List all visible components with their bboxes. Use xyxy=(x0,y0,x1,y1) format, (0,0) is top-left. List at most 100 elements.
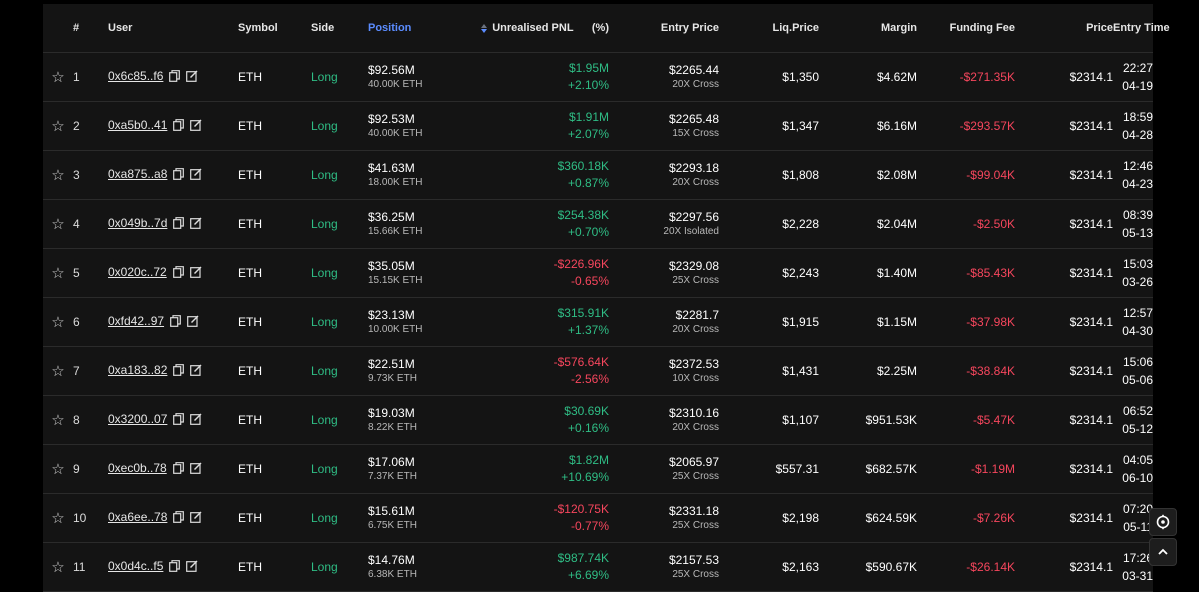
entry-time: 04:05 xyxy=(1122,453,1153,467)
star-icon[interactable]: ☆ xyxy=(51,265,65,282)
settings-button[interactable] xyxy=(1149,508,1177,536)
star-icon[interactable]: ☆ xyxy=(51,216,65,233)
user-address-link[interactable]: 0xfd42..97 xyxy=(108,314,165,329)
edit-icon[interactable] xyxy=(190,511,202,526)
copy-icon[interactable] xyxy=(169,559,181,575)
side-cell: Long xyxy=(311,346,368,396)
edit-icon[interactable] xyxy=(186,560,198,575)
sort-icon[interactable] xyxy=(481,23,488,33)
star-icon[interactable]: ☆ xyxy=(51,559,65,576)
table-row[interactable]: ☆ 9 0xec0b..78 ETH Long $17.06M 7.37K ET… xyxy=(43,444,1153,494)
user-address-link[interactable]: 0xa875..a8 xyxy=(108,167,168,182)
position-value: $92.53M xyxy=(368,112,415,126)
leverage: 20X Isolated xyxy=(663,226,719,237)
edit-icon[interactable] xyxy=(189,462,202,477)
user-address-link[interactable]: 0x3200..07 xyxy=(108,412,168,427)
user-address-link[interactable]: 0xec0b..78 xyxy=(108,461,167,476)
copy-icon[interactable] xyxy=(173,363,185,379)
user-address-link[interactable]: 0xa6ee..78 xyxy=(108,510,168,525)
position-qty: 40.00K ETH xyxy=(368,79,423,90)
pnl-cell: $254.38K +0.70% xyxy=(461,199,621,249)
table-row[interactable]: ☆ 5 0x020c..72 ETH Long $35.05M 15.15K E… xyxy=(43,248,1153,298)
copy-icon[interactable] xyxy=(172,265,184,281)
price-cell: $2314.1 xyxy=(1015,248,1113,298)
price-cell: $2314.1 xyxy=(1015,101,1113,151)
table-header-row: # User Symbol Side Position Unrealised P… xyxy=(43,4,1170,53)
star-icon[interactable]: ☆ xyxy=(51,118,65,135)
symbol-cell: ETH xyxy=(238,52,311,102)
scroll-top-button[interactable] xyxy=(1149,538,1177,566)
entry-date: 04-19 xyxy=(1122,79,1153,93)
entry-date: 04-28 xyxy=(1122,128,1153,142)
header-funding-fee: Funding Fee xyxy=(917,4,1015,53)
star-icon[interactable]: ☆ xyxy=(51,314,65,331)
copy-icon[interactable] xyxy=(170,314,181,330)
entry-date: 05-13 xyxy=(1122,226,1153,240)
position-cell: $35.05M 15.15K ETH xyxy=(368,248,461,298)
margin-cell: $682.57K xyxy=(819,444,917,494)
copy-icon[interactable] xyxy=(172,461,184,477)
star-icon[interactable]: ☆ xyxy=(51,461,65,478)
funding-fee-cell: -$37.98K xyxy=(917,297,1015,347)
table-row[interactable]: ☆ 3 0xa875..a8 ETH Long $41.63M 18.00K E… xyxy=(43,150,1153,200)
edit-icon[interactable] xyxy=(189,266,202,281)
table-row[interactable]: ☆ 4 0x049b..7d ETH Long $36.25M 15.66K E… xyxy=(43,199,1153,249)
pnl-pct: +0.70% xyxy=(567,225,609,239)
liq-price-cell: $1,350 xyxy=(719,52,819,102)
symbol-cell: ETH xyxy=(238,444,311,494)
user-address-link[interactable]: 0xa183..82 xyxy=(108,363,168,378)
user-address-link[interactable]: 0x020c..72 xyxy=(108,265,167,280)
entry-time: 15:06 xyxy=(1122,355,1153,369)
position-value: $35.05M xyxy=(368,259,415,273)
row-index: 4 xyxy=(73,199,108,249)
pnl-value: $360.18K xyxy=(557,159,609,173)
table-row[interactable]: ☆ 11 0x0d4c..f5 ETH Long $14.76M 6.38K E… xyxy=(43,542,1153,592)
entry-price-cell: $2281.7 20X Cross xyxy=(621,297,719,347)
edit-icon[interactable] xyxy=(187,315,199,330)
table-row[interactable]: ☆ 10 0xa6ee..78 ETH Long $15.61M 6.75K E… xyxy=(43,493,1153,543)
star-icon[interactable]: ☆ xyxy=(51,412,65,429)
copy-icon[interactable] xyxy=(173,412,185,428)
edit-icon[interactable] xyxy=(190,217,202,232)
copy-icon[interactable] xyxy=(173,118,185,134)
user-address-link[interactable]: 0x049b..7d xyxy=(108,216,168,231)
edit-icon[interactable] xyxy=(190,413,202,428)
edit-icon[interactable] xyxy=(190,364,202,379)
table-row[interactable]: ☆ 1 0x6c85..f6 ETH Long $92.56M 40.00K E… xyxy=(43,52,1153,102)
table-row[interactable]: ☆ 6 0xfd42..97 ETH Long $23.13M 10.00K E… xyxy=(43,297,1153,347)
entry-price-cell: $2331.18 25X Cross xyxy=(621,493,719,543)
header-entry-time: Entry Time xyxy=(1113,4,1170,53)
row-index: 1 xyxy=(73,52,108,102)
star-icon[interactable]: ☆ xyxy=(51,363,65,380)
entry-price: $2310.16 xyxy=(668,406,719,420)
pnl-value: $254.38K xyxy=(557,208,609,222)
symbol-cell: ETH xyxy=(238,346,311,396)
position-qty: 7.37K ETH xyxy=(368,471,417,482)
user-address-link[interactable]: 0x0d4c..f5 xyxy=(108,559,164,574)
star-icon[interactable]: ☆ xyxy=(51,69,65,86)
user-address-link[interactable]: 0xa5b0..41 xyxy=(108,118,168,133)
position-value: $92.56M xyxy=(368,63,415,77)
symbol-cell: ETH xyxy=(238,248,311,298)
edit-icon[interactable] xyxy=(186,70,198,85)
leverage: 25X Cross xyxy=(672,520,719,531)
edit-icon[interactable] xyxy=(190,168,202,183)
star-icon[interactable]: ☆ xyxy=(51,167,65,184)
positions-table: # User Symbol Side Position Unrealised P… xyxy=(43,4,1170,592)
edit-icon[interactable] xyxy=(190,119,202,134)
copy-icon[interactable] xyxy=(173,510,185,526)
copy-icon[interactable] xyxy=(173,167,185,183)
pnl-cell: -$576.64K -2.56% xyxy=(461,346,621,396)
liq-price-cell: $2,163 xyxy=(719,542,819,592)
table-row[interactable]: ☆ 8 0x3200..07 ETH Long $19.03M 8.22K ET… xyxy=(43,395,1153,445)
copy-icon[interactable] xyxy=(173,216,185,232)
star-icon[interactable]: ☆ xyxy=(51,510,65,527)
user-address-link[interactable]: 0x6c85..f6 xyxy=(108,69,164,84)
margin-cell: $1.15M xyxy=(819,297,917,347)
header-margin: Margin xyxy=(819,4,917,53)
table-row[interactable]: ☆ 7 0xa183..82 ETH Long $22.51M 9.73K ET… xyxy=(43,346,1153,396)
table-row[interactable]: ☆ 2 0xa5b0..41 ETH Long $92.53M 40.00K E… xyxy=(43,101,1153,151)
header-position[interactable]: Position xyxy=(368,4,488,53)
header-side: Side xyxy=(311,4,368,53)
copy-icon[interactable] xyxy=(169,69,181,85)
